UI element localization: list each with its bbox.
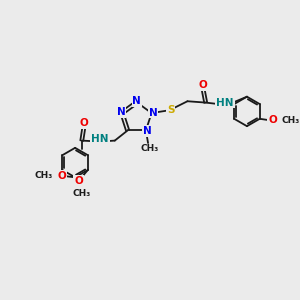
Text: N: N	[116, 107, 125, 117]
Text: O: O	[268, 116, 277, 125]
Text: N: N	[132, 96, 141, 106]
Text: CH₃: CH₃	[73, 189, 91, 198]
Text: HN: HN	[216, 98, 234, 108]
Text: CH₃: CH₃	[281, 116, 299, 125]
Text: N: N	[149, 107, 158, 118]
Text: O: O	[74, 176, 83, 186]
Text: CH₃: CH₃	[140, 144, 158, 153]
Text: S: S	[167, 105, 175, 115]
Text: CH₃: CH₃	[34, 172, 52, 181]
Text: HN: HN	[91, 134, 109, 144]
Text: O: O	[57, 171, 66, 181]
Text: N: N	[142, 126, 152, 136]
Text: O: O	[80, 118, 88, 128]
Text: O: O	[199, 80, 207, 90]
